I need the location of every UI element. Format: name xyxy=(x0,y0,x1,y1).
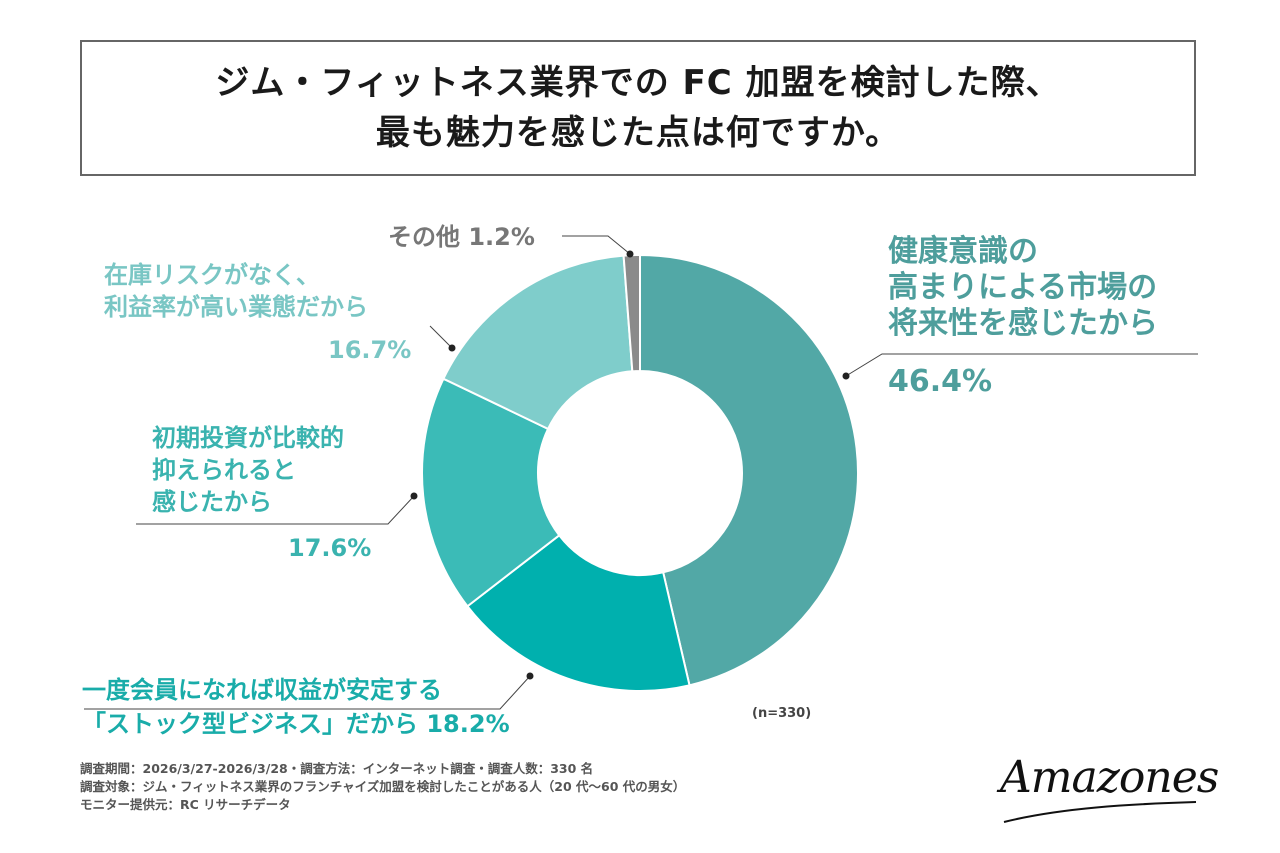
leader-other xyxy=(562,235,631,255)
label-other-line-1: その他 1.2% xyxy=(388,223,535,251)
pct-low-investment: 17.6% xyxy=(288,534,372,562)
leader-low-investment xyxy=(136,495,415,525)
leader-other-dot xyxy=(626,250,634,258)
label-low-investment-line-3: 感じたから xyxy=(152,488,272,516)
leader-stock-business-dot xyxy=(526,672,534,680)
title-line-2: 最も魅力を感じた点は何ですか。 xyxy=(375,113,901,153)
title-box: ジム・フィットネス業界での FC 加盟を検討した際、 最も魅力を感じた点は何です… xyxy=(80,40,1196,176)
label-low-investment-line-1: 初期投資が比較的 xyxy=(152,424,344,452)
survey-footer: 調査期間：2026/3/27-2026/3/28・調査方法：インターネット調査・… xyxy=(80,760,685,814)
brand-logo: Amazones xyxy=(1000,752,1219,803)
label-no-inventory-line-2: 利益率が高い業態だから xyxy=(104,293,368,321)
label-stock-business: 一度会員になれば収益が安定する 「ストック型ビジネス」だから 18.2% xyxy=(82,673,510,741)
leader-health-market-dot xyxy=(842,372,850,380)
leader-stock-business xyxy=(84,675,531,710)
slice-low-investment xyxy=(421,377,561,608)
label-health-market-line-2: 高まりによる市場の xyxy=(888,270,1158,305)
label-stock-business-line-1: 一度会員になれば収益が安定する xyxy=(82,676,442,704)
label-health-market: 健康意識の 高まりによる市場の 将来性を感じたから xyxy=(888,234,1158,342)
leader-low-investment-dot xyxy=(410,492,418,500)
label-health-market-line-1: 健康意識の xyxy=(888,234,1038,269)
slice-stock-business xyxy=(466,533,691,692)
label-no-inventory: 在庫リスクがなく、 利益率が高い業態だから xyxy=(104,259,368,323)
label-stock-business-line-2: 「ストック型ビジネス」だから 18.2% xyxy=(82,710,510,738)
label-low-investment-line-2: 抑えられると xyxy=(152,456,296,484)
label-health-market-line-3: 将来性を感じたから xyxy=(888,306,1158,341)
slice-no-inventory xyxy=(442,254,634,431)
title-line-1: ジム・フィットネス業界での FC 加盟を検討した際、 xyxy=(215,63,1061,103)
pct-health-market: 46.4% xyxy=(888,364,993,399)
leader-no-inventory-dot xyxy=(448,344,456,352)
logo-swash xyxy=(1003,801,1197,823)
sample-size-note: (n=330) xyxy=(752,706,812,721)
footer-line-3: モニター提供元：RC リサーチデータ xyxy=(80,797,291,812)
slice-health-market xyxy=(639,253,860,687)
label-other: その他 1.2% xyxy=(388,222,535,252)
footer-line-2: 調査対象：ジム・フィットネス業界のフランチャイズ加盟を検討したことがある人（20… xyxy=(80,779,686,794)
label-low-investment: 初期投資が比較的 抑えられると 感じたから xyxy=(152,422,344,518)
leader-health-market xyxy=(845,353,1198,377)
pct-no-inventory: 16.7% xyxy=(328,336,412,364)
leader-no-inventory xyxy=(429,325,453,349)
label-no-inventory-line-1: 在庫リスクがなく、 xyxy=(104,261,320,289)
footer-line-1: 調査期間：2026/3/27-2026/3/28・調査方法：インターネット調査・… xyxy=(80,761,594,776)
